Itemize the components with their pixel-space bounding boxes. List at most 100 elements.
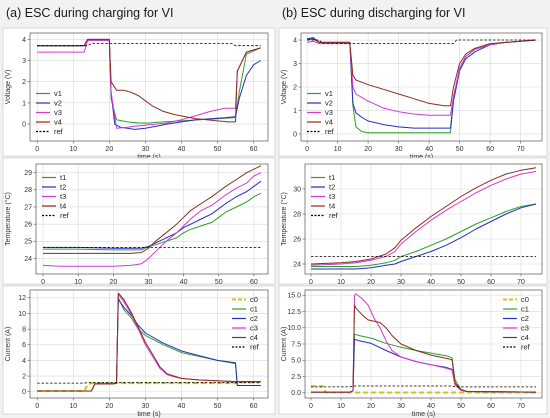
legend-label-c0: c0 bbox=[250, 295, 258, 304]
x-tick-label: 40 bbox=[427, 403, 435, 410]
y-tick-label: 4 bbox=[22, 358, 26, 365]
legend-label-c2: c2 bbox=[250, 314, 258, 323]
x-tick-label: 50 bbox=[457, 403, 465, 410]
x-tick-label: 20 bbox=[367, 279, 375, 286]
x-tick-label: 20 bbox=[109, 279, 117, 286]
x-tick-label: 50 bbox=[214, 403, 222, 410]
series-line-c4 bbox=[311, 304, 537, 393]
y-tick-label: 4 bbox=[293, 37, 297, 44]
x-tick-label: 0 bbox=[41, 279, 45, 286]
x-tick-label: 10 bbox=[74, 279, 82, 286]
x-tick-label: 50 bbox=[457, 279, 465, 286]
y-axis-label: Voltage (V) bbox=[281, 70, 288, 105]
x-axis-label: time (s) bbox=[410, 154, 433, 161]
chart-b1: 0 10 20 30 40 50 60 70 0 1 2 3 4 time (s) Voltage (V) v… bbox=[278, 27, 548, 161]
legend-label-c0: c0 bbox=[521, 295, 529, 304]
plot-frame bbox=[29, 289, 269, 399]
series-line-t1 bbox=[43, 192, 262, 251]
x-tick-label: 0 bbox=[309, 403, 313, 410]
legend-label-ref: ref bbox=[250, 343, 260, 352]
y-tick-label: 8 bbox=[22, 327, 26, 334]
y-tick-label: 1 bbox=[22, 100, 26, 107]
x-tick-label: 30 bbox=[141, 146, 149, 153]
series-group bbox=[37, 292, 261, 392]
y-tick-label: 0 bbox=[22, 389, 26, 396]
x-tick-label: 50 bbox=[456, 146, 464, 153]
x-tick-label: 40 bbox=[427, 279, 435, 286]
series-line-t4 bbox=[310, 167, 537, 265]
panel-title-left: (a) ESC during charging for VI bbox=[6, 6, 174, 20]
legend-label-v4: v4 bbox=[54, 118, 62, 127]
legend-label-v3: v3 bbox=[325, 108, 333, 117]
legend-label-t2: t2 bbox=[329, 183, 335, 192]
y-tick-label: 6 bbox=[22, 342, 26, 349]
legend-label-t3: t3 bbox=[60, 192, 66, 201]
y-tick-label: 26 bbox=[293, 236, 301, 243]
series-line-v2 bbox=[307, 37, 536, 129]
y-tick-label: 12.5 bbox=[287, 309, 301, 316]
legend-label-c4: c4 bbox=[250, 333, 258, 342]
x-tick-label: 30 bbox=[145, 279, 153, 286]
x-tick-label: 40 bbox=[178, 403, 186, 410]
series-line-v4 bbox=[37, 38, 261, 123]
series-line-t2 bbox=[311, 203, 537, 270]
x-tick-label: 60 bbox=[486, 146, 494, 153]
y-tick-label: 26 bbox=[24, 222, 32, 229]
y-tick-label: 4 bbox=[22, 37, 26, 44]
series-line-ref bbox=[307, 39, 536, 44]
y-axis-label: Current (A) bbox=[5, 327, 12, 362]
x-tick-label: 40 bbox=[425, 146, 433, 153]
legend-label-ref: ref bbox=[329, 211, 339, 220]
series-group bbox=[42, 165, 262, 267]
plot-frame bbox=[304, 163, 543, 275]
y-tick-label: 0 bbox=[293, 131, 297, 138]
series-line-t3 bbox=[42, 172, 262, 267]
chart-card bbox=[2, 27, 276, 157]
y-tick-label: 28 bbox=[293, 211, 301, 218]
chart-b2: 0 10 20 30 40 50 60 70 24 26 28 30 time (s) Temperatu… bbox=[278, 157, 548, 294]
series-line-v3 bbox=[307, 39, 536, 116]
x-axis-label: time (s) bbox=[137, 411, 160, 418]
x-tick-label: 70 bbox=[517, 279, 525, 286]
series-line-ref bbox=[37, 43, 261, 47]
x-tick-label: 10 bbox=[69, 146, 77, 153]
y-tick-label: 24 bbox=[24, 256, 32, 263]
y-tick-label: 2 bbox=[293, 84, 297, 91]
y-tick-label: 15.0 bbox=[287, 293, 301, 300]
x-tick-label: 60 bbox=[487, 403, 495, 410]
chart-card bbox=[2, 285, 276, 415]
legend-label-c1: c1 bbox=[250, 305, 258, 314]
x-tick-label: 70 bbox=[517, 146, 525, 153]
y-axis-label: Current (A) bbox=[281, 327, 288, 362]
x-tick-label: 20 bbox=[364, 146, 372, 153]
y-tick-label: 30 bbox=[293, 186, 301, 193]
x-tick-label: 60 bbox=[487, 279, 495, 286]
y-tick-label: 2.5 bbox=[291, 374, 301, 381]
x-axis-label: time (s) bbox=[412, 411, 435, 418]
series-line-t4 bbox=[43, 165, 262, 254]
legend-label-t2: t2 bbox=[60, 183, 66, 192]
series-line-c4 bbox=[37, 292, 261, 392]
y-axis-label: Temperature (°C) bbox=[280, 192, 288, 246]
x-tick-label: 50 bbox=[214, 146, 222, 153]
plot-frame bbox=[300, 32, 543, 142]
chart-a2: 0 10 20 30 40 50 60 24 25 26 27 28 29 time (s) Tempera… bbox=[2, 157, 276, 294]
x-tick-label: 30 bbox=[395, 146, 403, 153]
y-tick-label: 28 bbox=[24, 187, 32, 194]
x-tick-label: 0 bbox=[35, 146, 39, 153]
legend-label-ref: ref bbox=[54, 127, 64, 136]
x-tick-label: 0 bbox=[309, 279, 313, 286]
x-tick-label: 20 bbox=[367, 403, 375, 410]
legend-label-c3: c3 bbox=[521, 324, 529, 333]
x-tick-label: 60 bbox=[250, 146, 258, 153]
x-tick-label: 50 bbox=[215, 279, 223, 286]
legend-label-t4: t4 bbox=[60, 202, 66, 211]
legend-label-t1: t1 bbox=[60, 173, 66, 182]
